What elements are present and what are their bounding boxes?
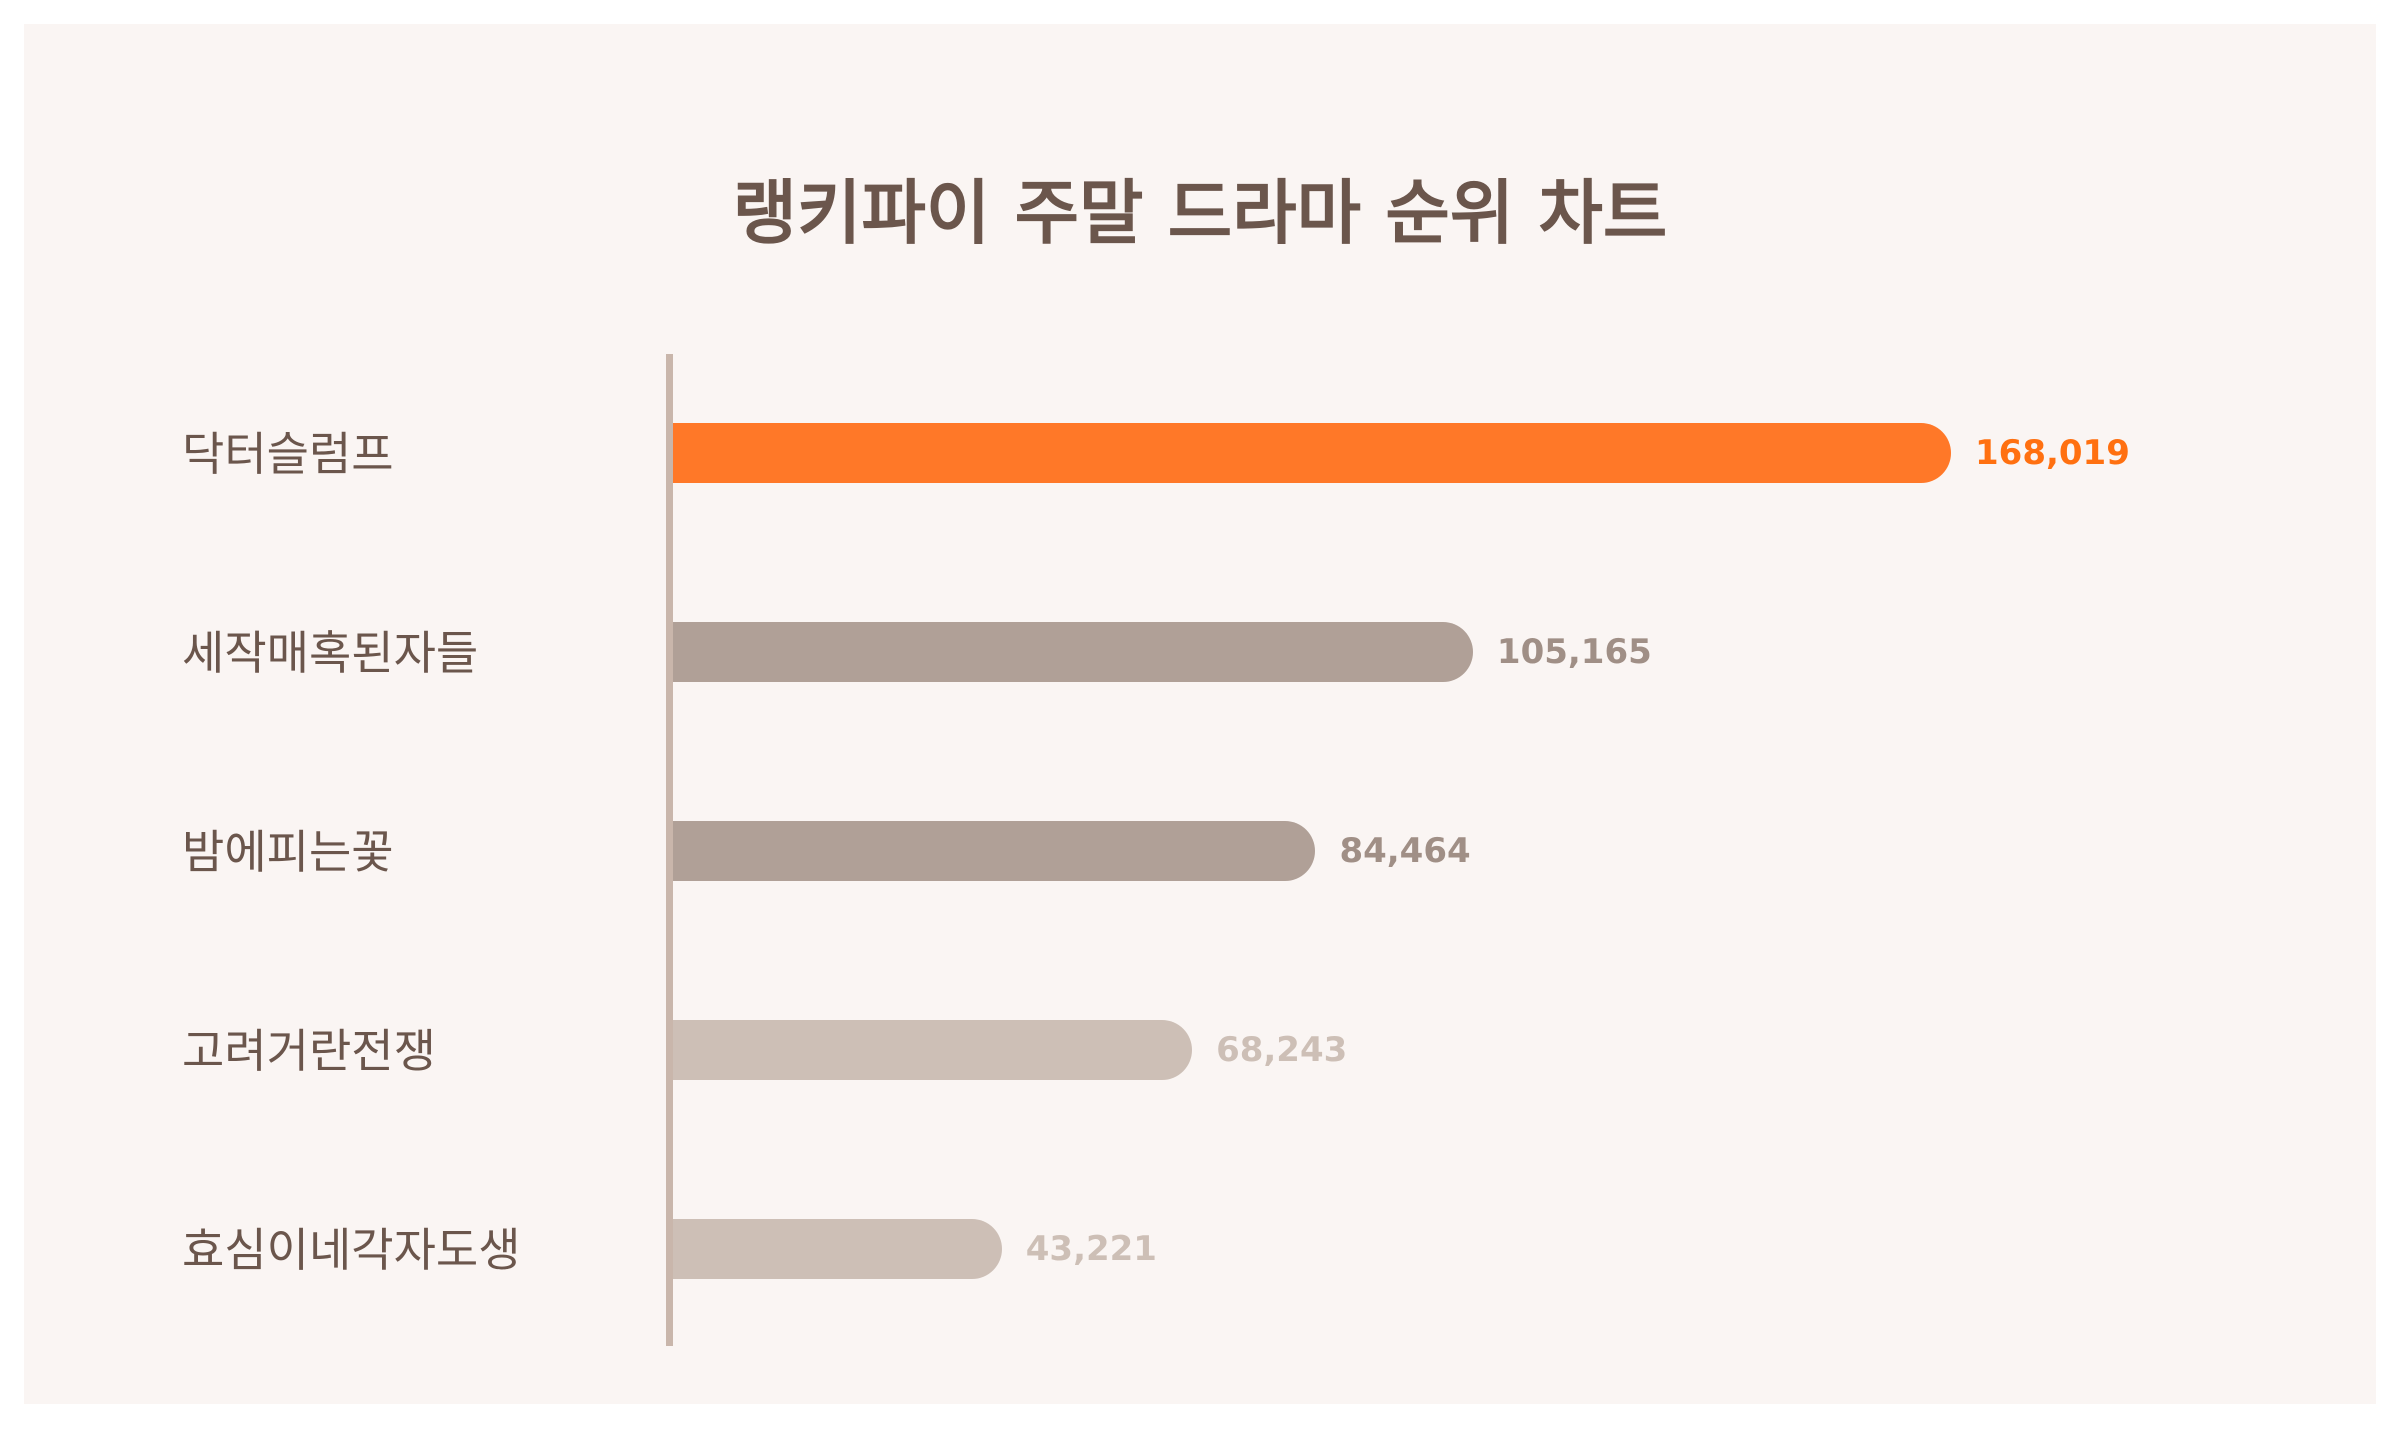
category-label: 고려거란전쟁 [182, 1024, 436, 1078]
y-axis-line [666, 354, 673, 1346]
value-label: 84,464 [1339, 831, 1471, 871]
chart-panel [24, 24, 2376, 1404]
value-label: 168,019 [1975, 433, 2130, 473]
bar [673, 622, 1473, 682]
value-label: 105,165 [1496, 632, 1652, 672]
bar [673, 423, 1951, 483]
category-label: 닥터슬럼프 [182, 427, 394, 481]
value-label: 43,221 [1025, 1229, 1157, 1269]
bar [673, 821, 1316, 881]
bar [673, 1219, 1002, 1279]
category-label: 효심이네각자도생 [182, 1223, 521, 1277]
bar [673, 1020, 1193, 1080]
category-label: 세작매혹된자들 [182, 626, 479, 680]
category-label: 밤에피는꽃 [182, 825, 394, 879]
value-label: 68,243 [1216, 1030, 1348, 1070]
chart-title: 랭키파이 주말 드라마 순위 차트 [732, 172, 1668, 254]
